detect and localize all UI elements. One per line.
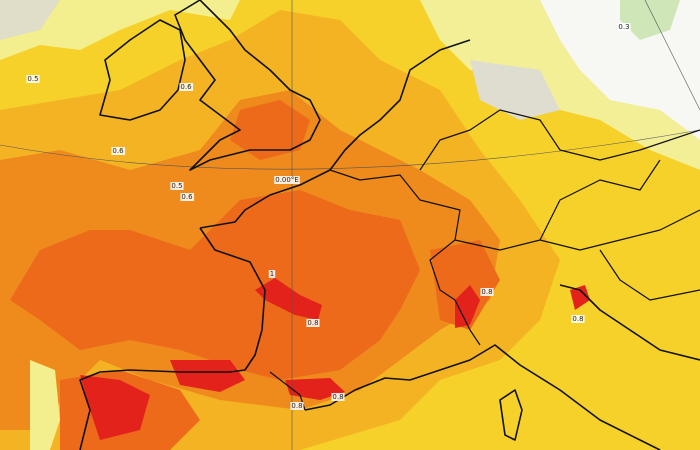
- graticule: [0, 129, 700, 170]
- contour-labels: 0.5 0.6 0.6 0.5 0.6 0.00°E 1 0.8 0.8 0.8 0.8 0.8 0.3: [26, 23, 631, 410]
- field-dark-orange: [230, 100, 310, 160]
- contour-label: 0.8: [332, 393, 343, 401]
- contour-label: 0.3: [618, 23, 629, 31]
- graticule: [644, 0, 700, 111]
- coastline-adriatic: [559, 284, 700, 361]
- field-pale: [30, 360, 60, 450]
- label-box: [180, 193, 195, 201]
- contour-label: 0.6: [180, 83, 192, 91]
- field-dark-orange: [10, 190, 420, 380]
- contour-label: 0.8: [307, 319, 318, 327]
- field-green: [620, 0, 680, 40]
- field-white: [540, 0, 700, 140]
- field-red: [255, 278, 322, 320]
- contour-label: 0.00°E: [275, 176, 299, 184]
- label-box: [571, 315, 585, 323]
- contour-label: 0.8: [572, 315, 583, 323]
- coastline-west: [79, 227, 266, 450]
- contour-label: 0.8: [481, 288, 492, 296]
- contour-label: 0.6: [181, 193, 193, 201]
- coastline-corsica: [499, 389, 523, 441]
- label-box: [306, 319, 320, 327]
- label-box: [26, 75, 40, 83]
- coastline-ireland: [99, 19, 186, 121]
- coastline-britain: [174, 0, 321, 171]
- label-box: [268, 270, 276, 278]
- field-red: [80, 375, 150, 440]
- field-grey: [470, 60, 560, 120]
- contour-label: 0.5: [171, 182, 182, 190]
- contour-label: 0.8: [291, 402, 302, 410]
- field-grey: [0, 0, 60, 40]
- field-red: [570, 285, 590, 310]
- label-box: [111, 147, 126, 155]
- label-box: [290, 402, 304, 410]
- field-red: [170, 360, 245, 392]
- label-box: [170, 182, 184, 190]
- label-box: [480, 288, 494, 296]
- coastline-south: [304, 344, 661, 450]
- contour-label: 1: [270, 270, 274, 278]
- field-pale: [0, 0, 240, 60]
- field-dark-orange: [430, 240, 500, 330]
- label-box: [617, 23, 631, 31]
- label-box: [331, 393, 345, 401]
- label-box: [274, 176, 300, 184]
- country-borders: [269, 109, 700, 411]
- contour-label: 0.5: [27, 75, 38, 83]
- label-box: [179, 83, 194, 91]
- contour-label: 0.6: [112, 147, 124, 155]
- coastline-north: [199, 39, 471, 229]
- field-red: [455, 285, 480, 328]
